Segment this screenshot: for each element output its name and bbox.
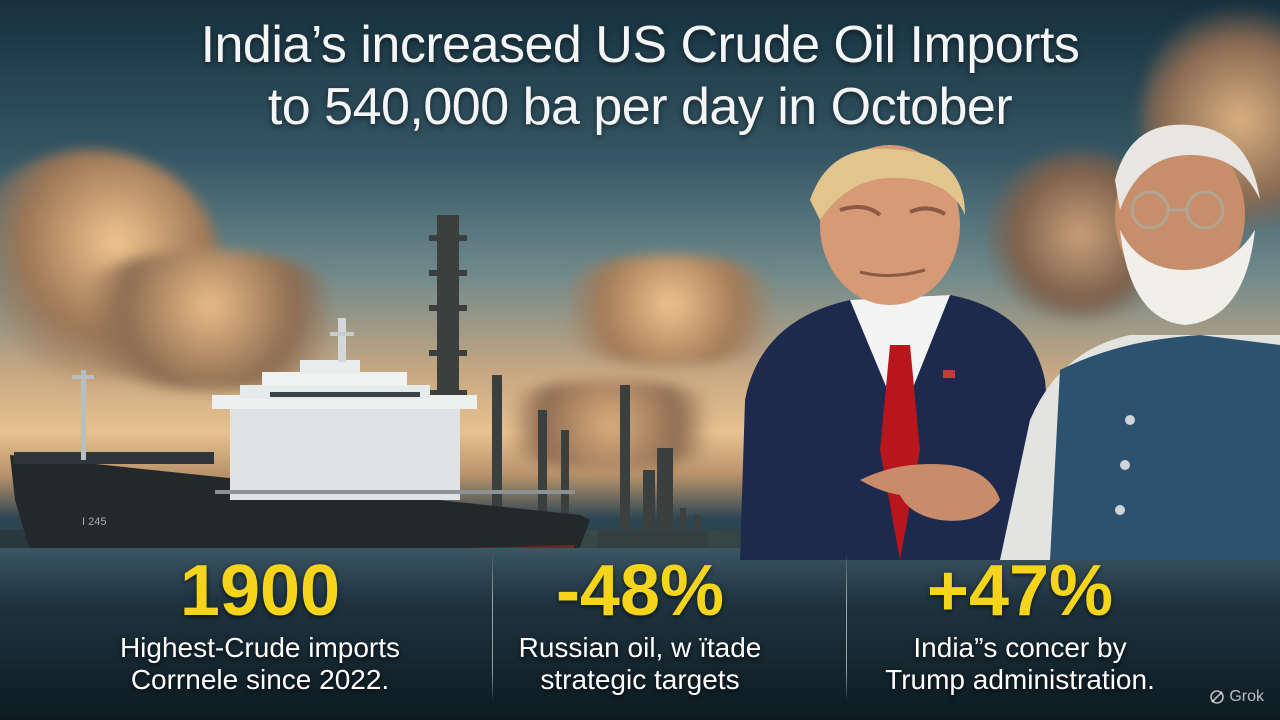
headline: India’s increased US Crude Oil Imports t…	[40, 14, 1240, 138]
stat-caption-line-2: Corrnele since 2022.	[130, 664, 390, 695]
stat-value: +47%	[926, 551, 1114, 631]
cloud-horizon	[480, 380, 740, 470]
refinery-towers	[429, 215, 708, 552]
cloud-center	[540, 255, 800, 365]
watermark-label: Grok	[1229, 688, 1264, 705]
stat-caption-line-1: Russian oil, w ïtade	[518, 632, 762, 663]
sea-water	[0, 548, 1280, 720]
headline-line-1: India’s increased US Crude Oil Imports	[200, 16, 1080, 74]
stat-imports: 1900 Highest-Crude imports Corrnele sinc…	[80, 550, 440, 710]
grok-logo-icon	[1210, 690, 1225, 704]
headline-line-2: to 540,000 ba per day in October	[267, 78, 1013, 136]
grok-watermark: Grok	[1209, 688, 1264, 706]
ship-hull-text: I 245	[82, 516, 106, 528]
stat-caption-line-2: Trump administration.	[885, 664, 1155, 695]
stat-caption-line-1: India”s concer by	[913, 632, 1127, 663]
stat-caption-line-2: strategic targets	[540, 664, 740, 695]
two-leaders-portrait	[740, 124, 1280, 560]
stat-value: -48%	[555, 551, 725, 631]
stats-row: 1900 Highest-Crude imports Corrnele sinc…	[80, 550, 1200, 710]
stat-value: 1900	[179, 551, 341, 631]
stat-russian-oil: -48% Russian oil, w ïtade strategic targ…	[460, 550, 820, 710]
left-figure	[740, 145, 1060, 560]
stat-divider-2	[846, 552, 847, 702]
stat-caption-line-1: Highest-Crude imports	[119, 632, 401, 663]
stat-divider-1	[492, 552, 493, 702]
right-figure	[860, 124, 1280, 560]
stat-trump-administration: +47% India”s concer by Trump administrat…	[840, 550, 1200, 710]
